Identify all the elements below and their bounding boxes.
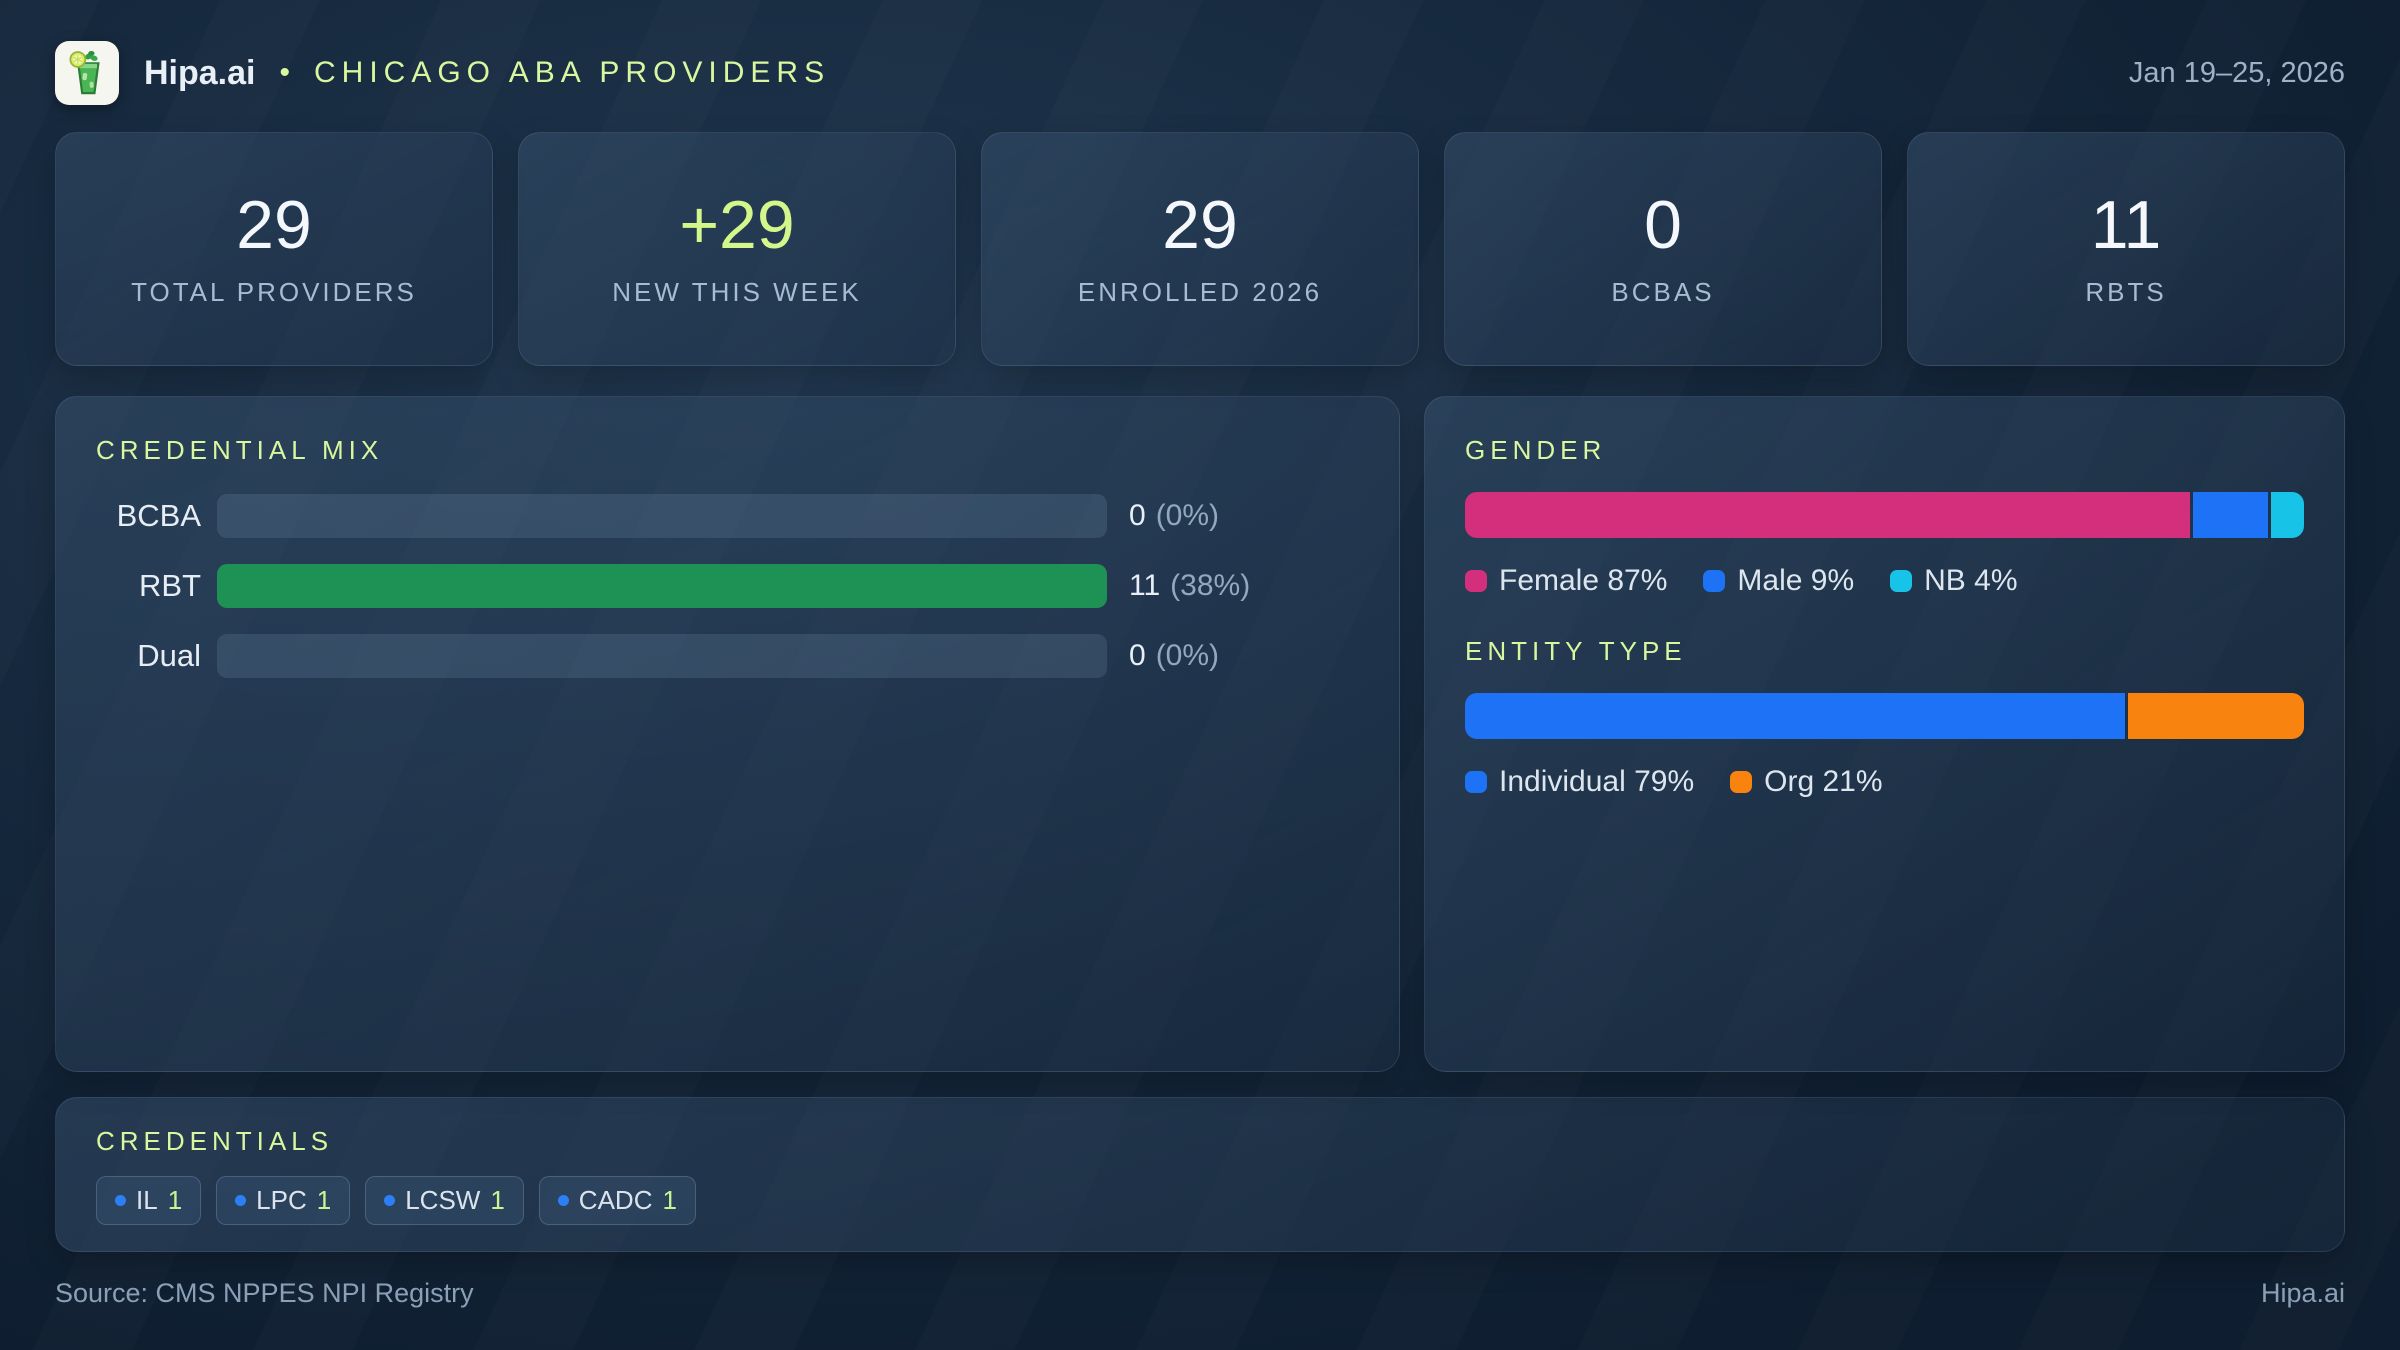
bar-percent: (0%) xyxy=(1155,639,1220,672)
legend-item-female: Female 87% xyxy=(1465,564,1667,598)
stat-label: BCBAS xyxy=(1611,276,1715,307)
bar-count: 11 xyxy=(1129,569,1161,602)
stat-card-bcbas: 0 BCBAS xyxy=(1444,132,1882,366)
credential-chips: IL 1 LPC 1 LCSW 1 CADC 1 xyxy=(96,1176,2304,1225)
footer: Source: CMS NPPES NPI Registry Hipa.ai xyxy=(55,1278,2345,1309)
legend-item-nb: NB 4% xyxy=(1890,564,2018,598)
credential-row-rbt: RBT 11 (38%) xyxy=(96,564,1359,608)
credential-mix-chart: BCBA 0 (0%) RBT 11 ( xyxy=(96,494,1359,678)
chip-label: LCSW xyxy=(405,1185,481,1215)
credentials-panel: CREDENTIALS IL 1 LPC 1 LCSW 1 CADC 1 xyxy=(55,1097,2345,1252)
chip-lpc[interactable]: LPC 1 xyxy=(216,1176,351,1225)
legend-label: Individual 79% xyxy=(1499,765,1695,798)
legend-item-individual: Individual 79% xyxy=(1465,765,1694,799)
bar-label: Dual xyxy=(137,638,201,673)
stat-card-total-providers: 29 TOTAL PROVIDERS xyxy=(55,132,493,366)
bar-percent: (38%) xyxy=(1170,569,1251,602)
chip-label: CADC xyxy=(578,1185,653,1215)
credential-mix-panel: CREDENTIAL MIX BCBA 0 (0%) RBT xyxy=(55,396,1400,1072)
bar-track xyxy=(217,564,1107,608)
entity-type-title: ENTITY TYPE xyxy=(1465,636,1687,666)
chip-count: 1 xyxy=(316,1185,332,1215)
gender-segment-female xyxy=(1465,492,2190,538)
bar-count: 0 xyxy=(1129,639,1146,672)
bar-percent: (0%) xyxy=(1155,499,1220,532)
stat-card-rbts: 11 RBTS xyxy=(1907,132,2345,366)
credential-row-bcba: BCBA 0 (0%) xyxy=(96,494,1359,538)
legend-label: Org 21% xyxy=(1764,765,1883,798)
female-swatch xyxy=(1465,570,1487,592)
stat-value: 0 xyxy=(1644,186,1682,263)
stats-row: 29 TOTAL PROVIDERS +29 NEW THIS WEEK 29 … xyxy=(55,132,2345,366)
chip-dot-icon xyxy=(235,1195,247,1206)
bar-value: 0 (0%) xyxy=(1129,499,1219,533)
dashboard: Hipa.ai • CHICAGO ABA PROVIDERS Jan 19–2… xyxy=(55,40,2345,1309)
chip-count: 1 xyxy=(167,1185,183,1215)
chip-il[interactable]: IL 1 xyxy=(96,1176,202,1225)
chip-count: 1 xyxy=(490,1185,505,1215)
entity-type-stacked-bar xyxy=(1465,693,2304,739)
chip-count: 1 xyxy=(662,1185,677,1215)
chip-lcsw[interactable]: LCSW 1 xyxy=(365,1176,524,1225)
chip-dot-icon xyxy=(115,1195,126,1206)
brand-name: Hipa.ai xyxy=(144,53,256,92)
bar-track xyxy=(217,494,1107,538)
bar-track xyxy=(217,634,1107,678)
chip-label: IL xyxy=(136,1185,158,1215)
stat-card-enrolled-2026: 29 ENROLLED 2026 xyxy=(981,132,1419,366)
stat-value: +29 xyxy=(679,186,795,263)
entity-segment-org xyxy=(2128,693,2304,739)
date-range: Jan 19–25, 2026 xyxy=(2128,56,2345,89)
bar-count: 0 xyxy=(1129,499,1146,532)
bullet-separator: • xyxy=(279,56,290,89)
gender-segment-nb xyxy=(2270,492,2304,538)
bar-value: 0 (0%) xyxy=(1129,639,1219,673)
gender-legend: Female 87% Male 9% NB 4% xyxy=(1465,564,2304,598)
chip-dot-icon xyxy=(384,1195,396,1206)
stat-card-new-this-week: +29 NEW THIS WEEK xyxy=(518,132,956,366)
footer-brand: Hipa.ai xyxy=(2260,1278,2345,1308)
mojito-glass-icon xyxy=(69,50,100,95)
stat-value: 29 xyxy=(236,186,312,263)
demographics-panel: GENDER Female 87% Male 9% NB 4% xyxy=(1424,396,2345,1072)
entity-segment-individual xyxy=(1465,693,2126,739)
bar-fill xyxy=(217,564,1107,608)
credential-mix-title: CREDENTIAL MIX xyxy=(96,435,384,465)
stat-label: ENROLLED 2026 xyxy=(1077,276,1323,307)
bar-label: RBT xyxy=(139,568,201,603)
org-swatch xyxy=(1730,771,1753,793)
nb-swatch xyxy=(1890,570,1913,592)
hipa-logo xyxy=(55,41,119,105)
bar-label: BCBA xyxy=(116,498,201,533)
stat-label: TOTAL PROVIDERS xyxy=(131,276,417,307)
page-title: CHICAGO ABA PROVIDERS xyxy=(314,56,831,89)
legend-label: Male 9% xyxy=(1737,564,1855,597)
chip-label: LPC xyxy=(256,1185,307,1215)
data-source: Source: CMS NPPES NPI Registry xyxy=(55,1278,474,1308)
credential-row-dual: Dual 0 (0%) xyxy=(96,634,1359,678)
stat-label: RBTS xyxy=(2085,276,2167,307)
credentials-title: CREDENTIALS xyxy=(96,1126,334,1156)
chip-cadc[interactable]: CADC 1 xyxy=(538,1176,696,1225)
main-grid: CREDENTIAL MIX BCBA 0 (0%) RBT xyxy=(55,396,2345,1072)
bar-value: 11 (38%) xyxy=(1129,569,1250,603)
individual-swatch xyxy=(1465,771,1487,793)
legend-item-male: Male 9% xyxy=(1703,564,1854,598)
male-swatch xyxy=(1703,570,1726,592)
header: Hipa.ai • CHICAGO ABA PROVIDERS Jan 19–2… xyxy=(55,40,2345,106)
legend-item-org: Org 21% xyxy=(1730,765,1883,799)
legend-label: Female 87% xyxy=(1499,564,1668,597)
chip-dot-icon xyxy=(557,1195,569,1206)
stat-label: NEW THIS WEEK xyxy=(612,276,862,307)
entity-type-legend: Individual 79% Org 21% xyxy=(1465,765,2304,799)
gender-segment-male xyxy=(2192,492,2268,538)
gender-stacked-bar xyxy=(1465,492,2304,538)
gender-title: GENDER xyxy=(1465,435,1607,465)
stat-value: 29 xyxy=(1162,186,1238,263)
legend-label: NB 4% xyxy=(1924,564,2018,597)
stat-value: 11 xyxy=(2090,186,2162,263)
